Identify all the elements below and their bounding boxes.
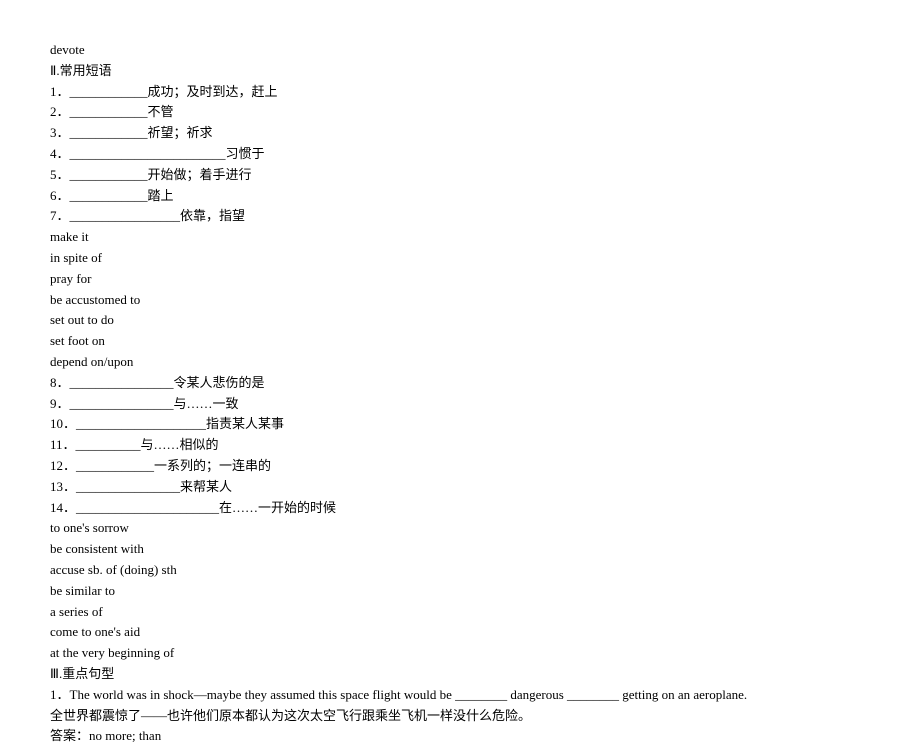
text-line: come to one's aid: [50, 622, 870, 643]
text-line: 5．____________开始做；着手进行: [50, 165, 870, 186]
text-line: be similar to: [50, 581, 870, 602]
text-line: 7．_________________依靠，指望: [50, 206, 870, 227]
text-line: 全世界都震惊了——也许他们原本都认为这次太空飞行跟乘坐飞机一样没什么危险。: [50, 706, 870, 727]
text-line: Ⅲ.重点句型: [50, 664, 870, 685]
text-line: 1．The world was in shock—maybe they assu…: [50, 685, 870, 706]
text-line: 12．____________一系列的；一连串的: [50, 456, 870, 477]
text-line: accuse sb. of (doing) sth: [50, 560, 870, 581]
text-line: at the very beginning of: [50, 643, 870, 664]
text-line: depend on/upon: [50, 352, 870, 373]
text-line: 13．________________来帮某人: [50, 477, 870, 498]
text-line: 1．____________成功；及时到达，赶上: [50, 82, 870, 103]
text-line: 6．____________踏上: [50, 186, 870, 207]
text-line: set out to do: [50, 310, 870, 331]
text-line: to one's sorrow: [50, 518, 870, 539]
text-line: Ⅱ.常用短语: [50, 61, 870, 82]
text-line: set foot on: [50, 331, 870, 352]
text-line: 答案：no more; than: [50, 726, 870, 747]
text-line: in spite of: [50, 248, 870, 269]
text-line: 14．______________________在……一开始的时候: [50, 498, 870, 519]
text-line: be consistent with: [50, 539, 870, 560]
text-line: 3．____________祈望；祈求: [50, 123, 870, 144]
text-line: 11．__________与……相似的: [50, 435, 870, 456]
document-body: devoteⅡ.常用短语1．____________成功；及时到达，赶上2．__…: [50, 40, 870, 747]
text-line: 4．________________________习惯于: [50, 144, 870, 165]
text-line: 9．________________与……一致: [50, 394, 870, 415]
text-line: 2．____________不管: [50, 102, 870, 123]
text-line: pray for: [50, 269, 870, 290]
text-line: 8．________________令某人悲伤的是: [50, 373, 870, 394]
text-line: a series of: [50, 602, 870, 623]
text-line: be accustomed to: [50, 290, 870, 311]
text-line: devote: [50, 40, 870, 61]
text-line: make it: [50, 227, 870, 248]
text-line: 10．____________________指责某人某事: [50, 414, 870, 435]
